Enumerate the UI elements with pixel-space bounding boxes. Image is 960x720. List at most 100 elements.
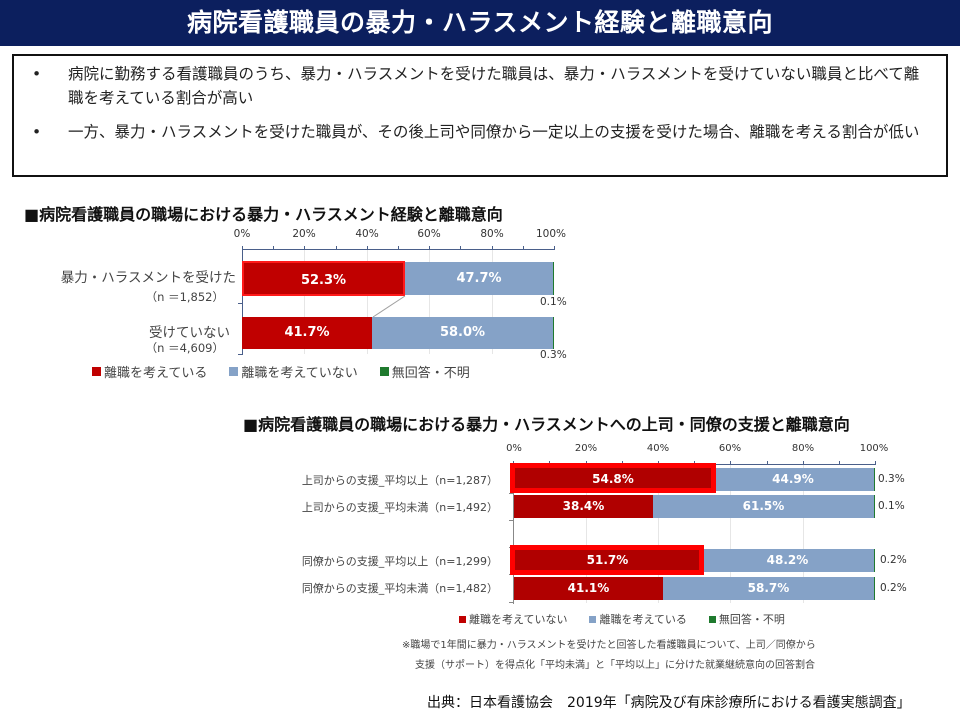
tick bbox=[398, 246, 399, 250]
chart2-title: ■病院看護職員の職場における暴力・ハラスメントへの上司・同僚の支援と離職意向 bbox=[243, 415, 850, 434]
summary-text: 一方、暴力・ハラスメントを受けた職員が、その後上司や同僚から一定以上の支援を受け… bbox=[68, 123, 920, 141]
bar-segment-leaving: 52.3% bbox=[242, 261, 405, 296]
tick bbox=[429, 246, 430, 250]
tick bbox=[767, 461, 768, 465]
bar-segment-not-leaving: 38.4% bbox=[514, 495, 653, 518]
category-label: 上司からの支援_平均未満（n=1,492） bbox=[301, 501, 498, 514]
legend-swatch-blue-icon bbox=[229, 367, 239, 376]
bar-segment-leaving: 48.2% bbox=[701, 549, 874, 572]
legend-swatch-red-icon bbox=[459, 615, 466, 623]
x-tick-label: 0% bbox=[233, 228, 251, 240]
x-tick-label: 100% bbox=[859, 443, 889, 454]
legend-swatch-green-icon bbox=[379, 367, 389, 376]
tick bbox=[554, 246, 555, 250]
summary-bullet: • 一方、暴力・ハラスメントを受けた職員が、その後上司や同僚から一定以上の支援を… bbox=[26, 120, 934, 144]
no-answer-value: 0.2% bbox=[880, 554, 907, 566]
gridline bbox=[586, 465, 587, 603]
category-label: 同僚からの支援_平均未満（n=1,482） bbox=[301, 582, 498, 595]
summary-box: • 病院に勤務する看護職員のうち、暴力・ハラスメントを受けた職員は、暴力・ハラス… bbox=[12, 54, 948, 177]
bar-segment-not-leaving: 41.1% bbox=[514, 577, 663, 600]
category-label: 上司からの支援_平均以上（n=1,287） bbox=[301, 474, 498, 487]
gridline bbox=[429, 250, 430, 354]
highlight-box bbox=[510, 463, 716, 493]
legend-item: 無回答・不明 bbox=[379, 362, 470, 381]
no-answer-value: 0.2% bbox=[880, 582, 907, 594]
category-n: （n ＝1,852） bbox=[145, 290, 224, 304]
bar-segment-no-answer bbox=[553, 262, 554, 295]
connector-line bbox=[372, 295, 406, 318]
tick bbox=[730, 461, 731, 465]
bar-segment-not-leaving: 51.7% bbox=[514, 549, 701, 572]
y-axis bbox=[513, 464, 514, 604]
legend-item: 離職を考えている bbox=[589, 611, 687, 627]
x-tick-label: 100% bbox=[535, 228, 567, 240]
footnote-line2: 支援（サポート）を得点化「平均未満」と「平均以上」に分けた就業継続意向の回答割合 bbox=[415, 660, 815, 671]
no-answer-value: 0.1% bbox=[878, 500, 905, 512]
bullet-icon: • bbox=[32, 123, 42, 141]
bar-segment-no-answer bbox=[553, 317, 554, 349]
category-label: 同僚からの支援_平均以上（n=1,299） bbox=[301, 555, 498, 568]
tick bbox=[523, 246, 524, 250]
no-answer-value: 0.1% bbox=[540, 296, 567, 308]
legend-item: 無回答・不明 bbox=[708, 611, 785, 627]
tick bbox=[492, 246, 493, 250]
page-title: 病院看護職員の暴力・ハラスメント経験と離職意向 bbox=[0, 0, 960, 46]
category-label: 受けていない bbox=[149, 325, 230, 341]
x-tick-label: 80% bbox=[480, 228, 504, 240]
gridline bbox=[367, 250, 368, 354]
category-n: （n ＝4,609） bbox=[145, 341, 224, 355]
source-citation: 出典：日本看護協会 2019年「病院及び有床診療所における看護実態調査」 bbox=[427, 695, 911, 711]
bar-segment-no-answer bbox=[874, 549, 875, 572]
gridline bbox=[658, 465, 659, 603]
legend-item: 離職を考えていない bbox=[229, 362, 358, 381]
tick bbox=[273, 246, 274, 250]
bar-segment-no-answer bbox=[874, 577, 875, 600]
tick bbox=[509, 520, 514, 521]
tick bbox=[803, 461, 804, 465]
tick bbox=[242, 246, 243, 250]
x-tick-label: 20% bbox=[292, 228, 316, 240]
tick bbox=[238, 354, 243, 355]
tick bbox=[336, 246, 337, 250]
tick bbox=[839, 461, 840, 465]
gridline bbox=[730, 465, 731, 603]
tick bbox=[509, 602, 514, 603]
bullet-icon: • bbox=[32, 65, 42, 83]
bar-segment-leaving: 44.9% bbox=[712, 468, 874, 491]
x-tick-label: 80% bbox=[791, 443, 815, 454]
summary-bullet: • 病院に勤務する看護職員のうち、暴力・ハラスメントを受けた職員は、暴力・ハラス… bbox=[26, 62, 934, 110]
tick bbox=[509, 493, 514, 494]
x-tick-label: 60% bbox=[718, 443, 742, 454]
bar-segment-leaving: 41.7% bbox=[242, 317, 372, 349]
chart2-legend: 離職を考えていない 離職を考えている 無回答・不明 bbox=[459, 611, 785, 627]
chart1-title: ■病院看護職員の職場における暴力・ハラスメント経験と離職意向 bbox=[24, 205, 503, 224]
x-tick-label: 40% bbox=[646, 443, 670, 454]
tick bbox=[875, 461, 876, 465]
x-tick-label: 40% bbox=[355, 228, 379, 240]
gridline bbox=[492, 250, 493, 354]
bar-segment-leaving: 58.7% bbox=[663, 577, 874, 600]
gridline bbox=[803, 465, 804, 603]
chart1-legend: 離職を考えている 離職を考えていない 無回答・不明 bbox=[92, 362, 470, 381]
legend-swatch-blue-icon bbox=[589, 615, 597, 623]
x-tick-label: 20% bbox=[574, 443, 598, 454]
highlight-box bbox=[510, 545, 704, 575]
bar-segment-leaving: 61.5% bbox=[653, 495, 874, 518]
legend-item: 離職を考えていない bbox=[459, 611, 567, 627]
gridline bbox=[304, 250, 305, 354]
tick bbox=[460, 246, 461, 250]
no-answer-value: 0.3% bbox=[540, 349, 567, 361]
bar-segment-no-answer bbox=[874, 495, 875, 518]
footnote-line1: ※職場で1年間に暴力・ハラスメントを受けたと回答した看護職員について、上司／同僚… bbox=[402, 640, 816, 651]
tick bbox=[367, 246, 368, 250]
bar-segment-no-answer bbox=[874, 468, 875, 491]
category-label: 暴力・ハラスメントを受けた bbox=[60, 270, 236, 286]
no-answer-value: 0.3% bbox=[878, 473, 905, 485]
summary-text: 病院に勤務する看護職員のうち、暴力・ハラスメントを受けた職員は、暴力・ハラスメン… bbox=[68, 65, 920, 107]
bar-segment-not-leaving: 54.8% bbox=[514, 468, 712, 491]
y-axis bbox=[242, 249, 243, 355]
legend-swatch-red-icon bbox=[92, 367, 101, 376]
tick bbox=[304, 246, 305, 250]
x-tick-label: 0% bbox=[506, 443, 522, 454]
legend-item: 離職を考えている bbox=[92, 362, 207, 381]
